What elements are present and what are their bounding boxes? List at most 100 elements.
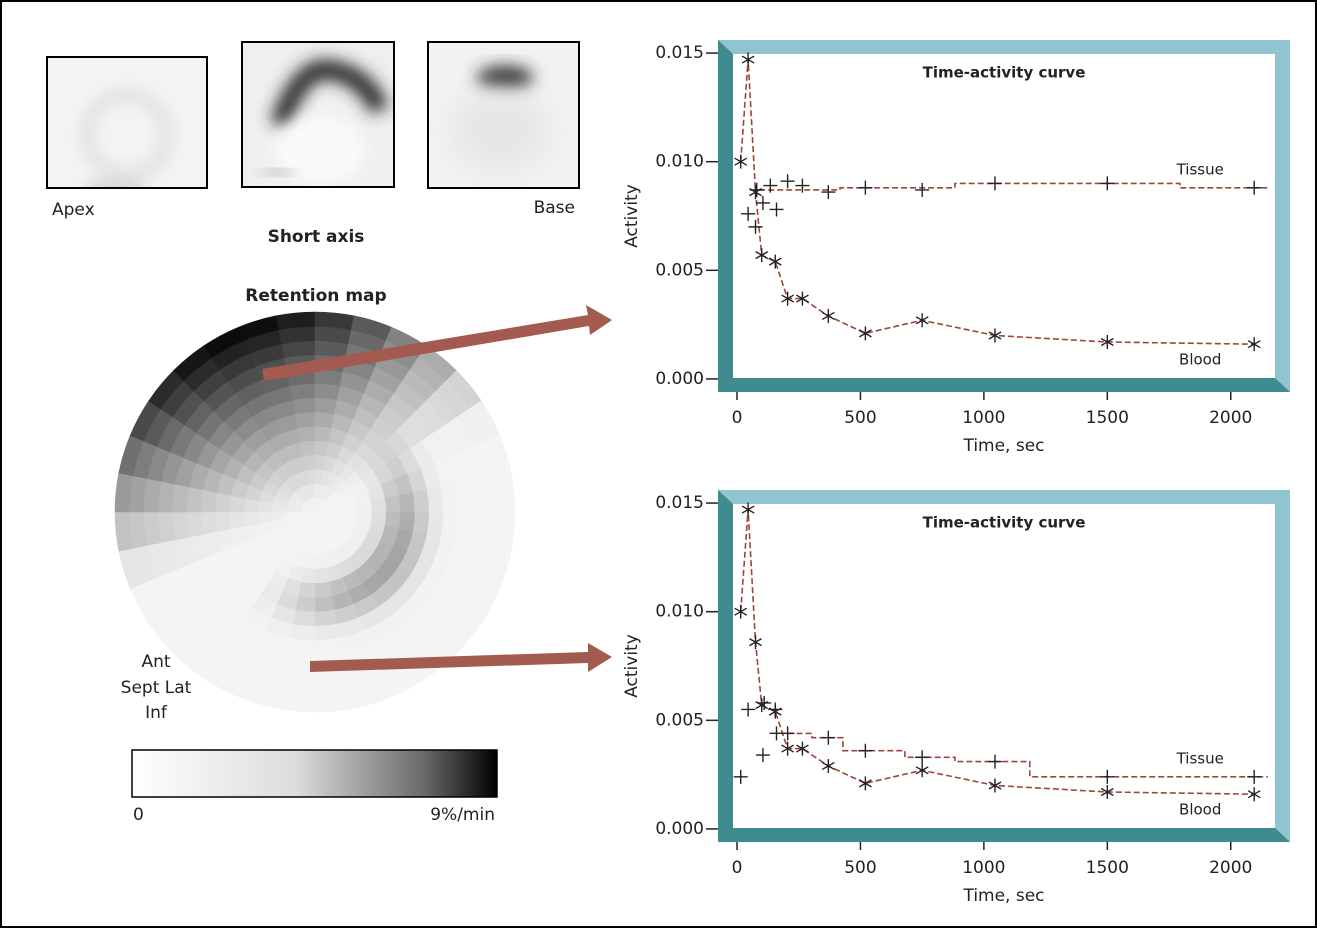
- data-point: [915, 313, 929, 328]
- base-image: [429, 43, 578, 187]
- data-point: [796, 291, 809, 306]
- polar-segment: [171, 511, 190, 541]
- apex-label: Apex: [52, 200, 95, 220]
- y-tick-label: 0.005: [655, 710, 704, 730]
- x-tick-label: 0: [732, 858, 743, 878]
- series-label: Tissue: [1176, 160, 1224, 178]
- data-point: [858, 743, 873, 758]
- polar-segment: [289, 383, 316, 401]
- y-tick-label: 0.005: [655, 260, 704, 280]
- mid-frame: [241, 41, 395, 188]
- data-point: [755, 748, 770, 763]
- x-tick-label: 1000: [962, 858, 1005, 878]
- orientation-label: Inf: [145, 703, 168, 723]
- polar-segment: [412, 511, 430, 535]
- data-point: [741, 206, 756, 221]
- polar-segment: [292, 397, 316, 415]
- polar-segment: [314, 383, 341, 401]
- data-point: [769, 202, 784, 217]
- data-point: [796, 741, 809, 756]
- polar-segment: [426, 486, 444, 513]
- data-point: [781, 741, 795, 756]
- y-tick-label: 0.010: [655, 152, 704, 172]
- polar-segment: [454, 480, 473, 513]
- data-point: [1100, 769, 1115, 784]
- polar-segment: [186, 511, 204, 538]
- data-point: [915, 182, 930, 197]
- polar-segment: [398, 511, 416, 532]
- data-point: [741, 52, 755, 67]
- polar-segment: [440, 511, 459, 541]
- retention-map-title: Retention map: [245, 286, 386, 306]
- data-point: [821, 185, 836, 200]
- data-point: [821, 730, 836, 745]
- polar-segment: [370, 497, 387, 513]
- polar-segment: [398, 492, 416, 513]
- data-point: [858, 326, 872, 341]
- data-point: [821, 758, 835, 773]
- data-point: [915, 750, 930, 765]
- polar-segment: [292, 609, 316, 627]
- plot-area: [733, 54, 1275, 378]
- apex-image: [48, 58, 206, 187]
- series-label: Blood: [1179, 801, 1221, 819]
- data-point: [741, 702, 756, 717]
- polar-segment: [300, 440, 316, 457]
- x-tick-label: 0: [732, 408, 743, 428]
- data-point: [1100, 785, 1114, 800]
- data-point: [915, 763, 929, 778]
- data-point: [1100, 176, 1115, 191]
- polar-segment: [314, 581, 333, 599]
- x-tick-label: 1500: [1086, 408, 1129, 428]
- series-label: Tissue: [1176, 749, 1224, 767]
- series-label: Blood: [1179, 351, 1221, 369]
- y-tick-label: 0.000: [655, 369, 704, 389]
- series-line: [759, 182, 1268, 191]
- x-tick-label: 1000: [962, 408, 1005, 428]
- plot-area: [733, 504, 1275, 828]
- short-axis-label: Short axis: [268, 227, 365, 247]
- polar-segment: [295, 411, 316, 429]
- data-point: [858, 776, 872, 791]
- orientation-label: Sept Lat: [121, 678, 192, 698]
- polar-segment: [314, 397, 338, 415]
- base-frame: [427, 41, 580, 189]
- arrow: [262, 305, 612, 672]
- data-point: [987, 176, 1002, 191]
- polar-segment: [214, 511, 232, 532]
- data-point: [1100, 335, 1114, 350]
- polar-segment: [214, 492, 232, 513]
- data-point: [755, 248, 769, 263]
- polar-segment: [314, 609, 338, 627]
- polar-segment: [289, 623, 316, 641]
- y-axis-label: Activity: [622, 184, 642, 248]
- polar-segment: [426, 511, 444, 538]
- data-point: [780, 174, 795, 189]
- data-point: [781, 291, 795, 306]
- data-point: [755, 698, 769, 713]
- polar-segment: [295, 595, 316, 613]
- data-point: [1247, 180, 1262, 195]
- x-tick-label: 1500: [1086, 858, 1129, 878]
- data-point: [988, 328, 1002, 343]
- polar-segment: [314, 595, 335, 613]
- data-point: [749, 185, 762, 200]
- mid-image: [243, 43, 393, 186]
- data-point: [987, 754, 1002, 769]
- chart-title: Time-activity curve: [923, 64, 1086, 82]
- orientation-label: Ant: [141, 652, 170, 672]
- polar-segment: [314, 637, 344, 656]
- polar-segment: [157, 480, 176, 513]
- data-point: [858, 180, 873, 195]
- polar-segment: [314, 567, 330, 584]
- polar-segment: [243, 511, 260, 527]
- x-tick-label: 2000: [1209, 408, 1252, 428]
- data-point: [755, 195, 770, 210]
- y-tick-label: 0.000: [655, 819, 704, 839]
- data-point: [780, 726, 795, 741]
- x-tick-label: 500: [844, 408, 876, 428]
- polar-segment: [314, 411, 335, 429]
- data-point: [821, 308, 835, 323]
- x-tick-label: 2000: [1209, 858, 1252, 878]
